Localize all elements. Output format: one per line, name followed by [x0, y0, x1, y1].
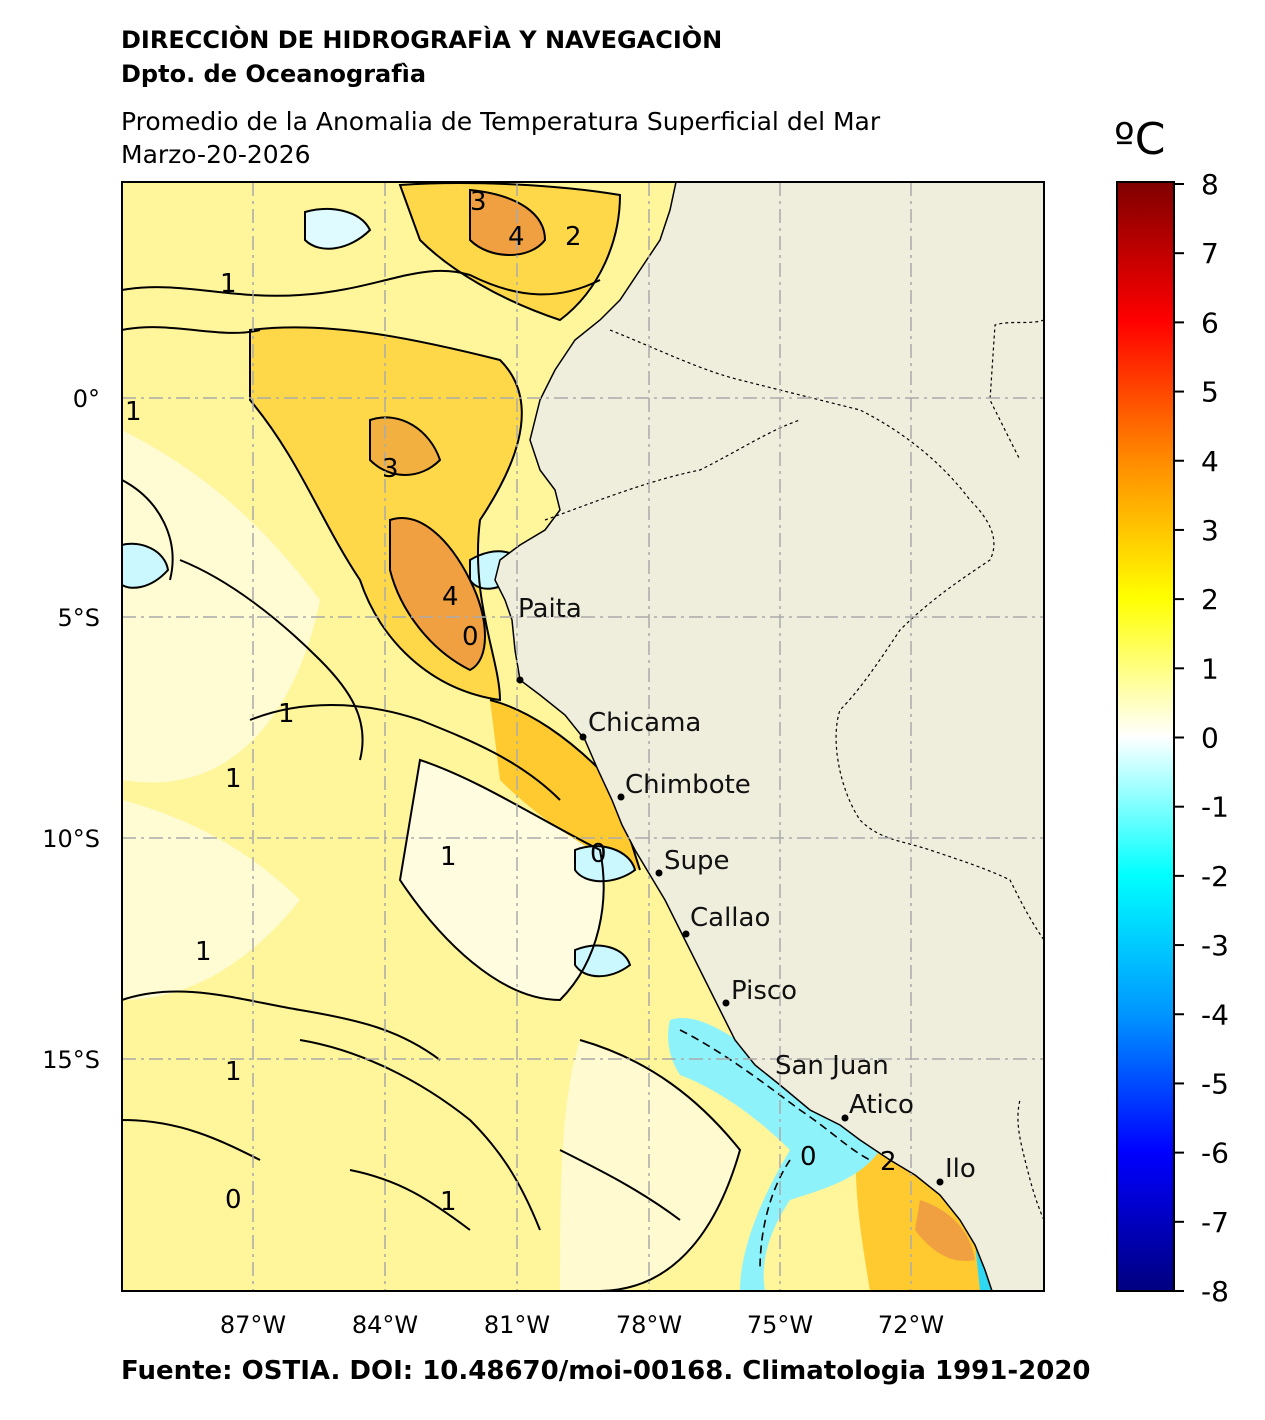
- contour-label: 1: [125, 397, 142, 427]
- lon-label: 87°W: [220, 1311, 286, 1339]
- longitude-labels: 87°W 84°W 81°W 78°W 75°W 72°W: [220, 1311, 944, 1339]
- weak-anomaly-patch: [122, 430, 320, 783]
- place-marker: [516, 676, 524, 684]
- map-frame: [121, 181, 1045, 1292]
- contour-label: 0: [462, 622, 479, 652]
- cold-anomaly-patch: [305, 209, 370, 249]
- place-marker: [722, 999, 730, 1007]
- contour-label: 1: [440, 842, 457, 872]
- weak-anomaly-patch: [122, 800, 300, 1000]
- contour-lines: [122, 182, 971, 1291]
- colorbar-tick-label: -7: [1201, 1206, 1229, 1239]
- contour-label: 2: [565, 222, 582, 252]
- lon-label: 75°W: [747, 1311, 813, 1339]
- lat-label: 5°S: [57, 604, 100, 632]
- place-label-chicama: Chicama: [588, 708, 701, 738]
- place-label-pisco: Pisco: [731, 976, 797, 1006]
- contour-label: 1: [278, 699, 295, 729]
- lon-label: 72°W: [878, 1311, 944, 1339]
- colorbar-tick-label: 6: [1201, 306, 1219, 339]
- place-markers: [516, 676, 944, 1186]
- place-marker: [841, 1114, 849, 1122]
- map-title: Promedio de la Anomalia de Temperatura S…: [121, 107, 881, 136]
- colorbar-tick-label: 1: [1201, 652, 1219, 685]
- upwelling-cold-band: [668, 1018, 880, 1291]
- place-label-chimbote: Chimbote: [625, 770, 751, 800]
- place-label-supe: Supe: [664, 846, 729, 876]
- colorbar-ticks: 8 7 6 5 4 3 2 1 0 -1 -2 -3 -4 -5 -6 -7 -8: [1174, 168, 1229, 1308]
- contour-label: 1: [225, 764, 242, 794]
- hot-anomaly-core: [915, 1200, 975, 1261]
- contour-label: 3: [382, 454, 399, 484]
- cold-anomaly-patch: [122, 543, 168, 588]
- contour-label: 2: [880, 1147, 897, 1177]
- place-marker: [655, 869, 663, 877]
- place-label-paita: Paita: [518, 594, 582, 624]
- place-labels: Paita Chicama Chimbote Supe Callao Pisco…: [518, 594, 976, 1184]
- latitude-labels: 0° 5°S 10°S 15°S: [42, 385, 100, 1074]
- colorbar-tick-label: 8: [1201, 168, 1219, 201]
- source-footer: Fuente: OSTIA. DOI: 10.48670/moi-00168. …: [121, 1356, 1091, 1386]
- map-date: Marzo-20-2026: [121, 140, 311, 169]
- contour-label: 0: [225, 1185, 242, 1215]
- place-marker: [617, 793, 625, 801]
- negative-contour-lines: [679, 1029, 871, 1271]
- contour-label: 3: [470, 187, 487, 217]
- hot-anomaly-core: [390, 518, 485, 670]
- colorbar-tick-label: -2: [1201, 860, 1229, 893]
- cold-anomaly-patch: [575, 846, 635, 882]
- place-label-atico: Atico: [849, 1090, 914, 1120]
- colorbar-unit: ºC: [1114, 114, 1166, 165]
- contour-label: 0: [590, 839, 607, 869]
- contour-value-labels: 1 1 2 3 4 3 4 0 1 1 0 1 1 1 0 1 2 0: [125, 187, 897, 1217]
- contour-label: 0: [800, 1142, 817, 1172]
- colorbar-tick-label: -8: [1201, 1275, 1229, 1308]
- map-area: [122, 182, 1044, 1291]
- contour-label: 4: [442, 582, 459, 612]
- place-marker: [936, 1178, 944, 1186]
- colorbar-tick-label: -3: [1201, 929, 1229, 962]
- map-gridlines: [122, 182, 1044, 1291]
- colorbar-tick-label: -5: [1201, 1067, 1229, 1100]
- lat-label: 10°S: [42, 825, 100, 853]
- place-label-san-juan: San Juan: [775, 1051, 889, 1081]
- colorbar-tick-label: -6: [1201, 1137, 1229, 1170]
- colorbar-tick-label: 0: [1201, 722, 1219, 755]
- hot-anomaly-core: [470, 190, 545, 255]
- contour-label: 1: [440, 1187, 457, 1217]
- lon-label: 78°W: [616, 1311, 682, 1339]
- contour-label: 4: [508, 222, 525, 252]
- colorbar-tick-label: -1: [1201, 791, 1229, 824]
- contour-label: 1: [220, 269, 237, 299]
- lat-label: 15°S: [42, 1046, 100, 1074]
- hot-anomaly-core: [370, 417, 440, 475]
- lon-label: 81°W: [484, 1311, 550, 1339]
- colorbar-tick-label: 2: [1201, 583, 1219, 616]
- lat-label: 0°: [73, 385, 100, 413]
- colorbar-tick-label: 5: [1201, 376, 1219, 409]
- organization-title: DIRECCIÒN DE HIDROGRAFÌA Y NAVEGACIÒN: [121, 26, 723, 54]
- land-mass: [494, 182, 1044, 1291]
- warm-anomaly-patch: [490, 700, 640, 870]
- place-label-callao: Callao: [690, 903, 770, 933]
- contour-label: 1: [195, 937, 212, 967]
- colorbar: [1116, 181, 1175, 1292]
- lon-label: 84°W: [352, 1311, 418, 1339]
- place-marker: [682, 930, 690, 938]
- weak-anomaly-patch: [400, 760, 604, 1000]
- country-borders: [544, 319, 1044, 1221]
- colorbar-tick-label: 4: [1201, 445, 1219, 478]
- department-title: Dpto. de Oceanografìa: [121, 60, 427, 88]
- cold-anomaly-patch: [575, 945, 630, 977]
- colorbar-tick-label: -4: [1201, 998, 1229, 1031]
- colorbar-tick-label: 3: [1201, 514, 1219, 547]
- place-label-ilo: Ilo: [945, 1154, 976, 1184]
- place-marker: [579, 733, 587, 741]
- colorbar-tick-label: 7: [1201, 237, 1219, 270]
- contour-label: 1: [225, 1057, 242, 1087]
